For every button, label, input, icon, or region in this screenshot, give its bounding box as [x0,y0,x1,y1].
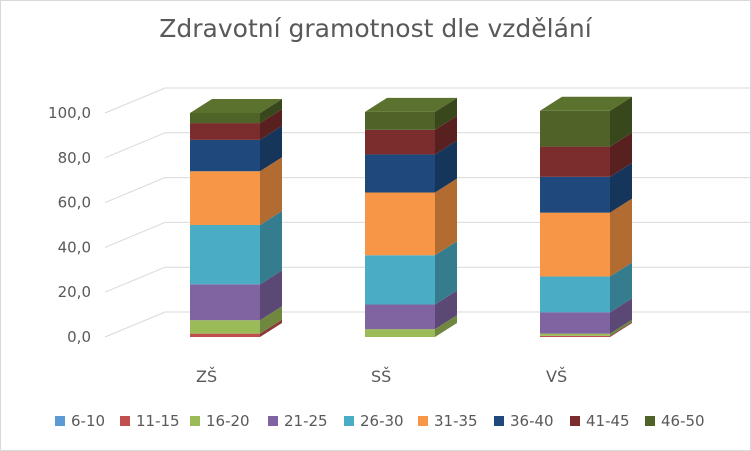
legend-item: 21-25 [268,409,328,433]
bar-segment-side [260,109,282,140]
legend-swatch [190,416,200,426]
legend-item: 11-15 [120,409,180,433]
legend-item: 26-30 [344,409,404,433]
bar-segment-front [190,123,260,140]
chart-legend: 6-10 11-15 16-20 21-25 26-30 31-35 36-40 41-45 4… [0,409,751,433]
bar-segment-side [260,99,282,124]
legend-swatch [494,416,504,426]
bar-top-face [190,99,282,113]
bar-segment-front [365,111,435,130]
legend-swatch [570,416,580,426]
bar-segment-side [610,298,632,334]
gridline-depth [104,132,166,159]
bar-segment-side [260,157,282,225]
bar-segment-side [435,241,457,305]
legend-label: 11-15 [136,412,180,430]
legend-swatch [645,416,655,426]
bar-top-face [540,96,632,111]
bar-segment-front [365,129,435,155]
bar-segment-front [190,139,260,172]
legend-item: 46-50 [645,409,705,433]
bar-segment-side [610,321,632,337]
bar-segment-front [540,146,610,177]
bar-segment-side [435,290,457,330]
legend-swatch [418,416,428,426]
legend-swatch [55,416,65,426]
bar-segment-front [190,171,260,225]
y-tick-label: 60,0 [58,194,91,212]
bar-segment-front [540,335,610,337]
bar-segment-side [610,198,632,277]
legend-item: 16-20 [190,409,250,433]
y-tick-label: 80,0 [58,149,91,167]
bar-segment-front [190,333,260,337]
x-category-label: SŠ [371,367,391,386]
bar-segment-side [435,140,457,193]
legend-item: 6-10 [55,409,105,433]
bar-segment-front [190,284,260,321]
gridline-depth [104,266,166,293]
bar-segment-side [260,306,282,334]
bar-segment-front [540,110,610,147]
bar-segment-side [435,97,457,130]
legend-label: 21-25 [284,412,328,430]
bar-segment-side [435,178,457,256]
bar-segment-side [610,96,632,147]
bar-segment-front [540,276,610,313]
x-category-label: ZŠ [196,367,217,386]
bar-top-face [365,97,457,112]
bar-segment-front [540,333,610,336]
gridline-depth [104,221,166,248]
bar-segment-side [260,319,282,337]
legend-swatch [344,416,354,426]
bar-segment-side [610,132,632,177]
bar-segment-front [540,312,610,334]
bar-segment-front [190,320,260,334]
bar-segment-side [435,115,457,155]
legend-label: 46-50 [661,412,705,430]
gridline-depth [104,311,166,338]
gridline-depth [104,177,166,204]
y-tick-label: 100,0 [48,104,91,122]
y-tick-label: 0,0 [67,328,91,346]
legend-swatch [268,416,278,426]
bar-segment-front [540,212,610,277]
bar-segment-side [260,270,282,321]
bar-segment-front [365,154,435,193]
gridline-depth [104,87,166,114]
bar-segment-side [610,319,632,336]
legend-item: 41-45 [570,409,630,433]
bar-segment-front [365,255,435,305]
legend-label: 41-45 [586,412,630,430]
legend-label: 6-10 [71,412,106,430]
bar-segment-side [260,125,282,172]
bar-segment-side [610,262,632,313]
bar-segment-front [365,304,435,330]
bar-segment-front [365,329,435,337]
legend-label: 16-20 [206,412,250,430]
legend-label: 31-35 [434,412,478,430]
legend-label: 36-40 [510,412,554,430]
bar-segment-front [540,176,610,213]
legend-item: 31-35 [418,409,478,433]
x-category-label: VŠ [546,367,567,386]
y-tick-label: 40,0 [58,238,91,256]
legend-swatch [120,416,130,426]
bar-segment-side [435,315,457,337]
y-tick-label: 20,0 [58,283,91,301]
legend-item: 36-40 [494,409,554,433]
legend-label: 26-30 [360,412,404,430]
bar-segment-front [365,192,435,256]
bar-segment-side [260,211,282,285]
bar-segment-side [610,162,632,213]
bar-segment-front [190,225,260,285]
chart-title: Zdravotní gramotnost dle vzdělání [159,14,592,43]
bar-segment-front [190,113,260,124]
